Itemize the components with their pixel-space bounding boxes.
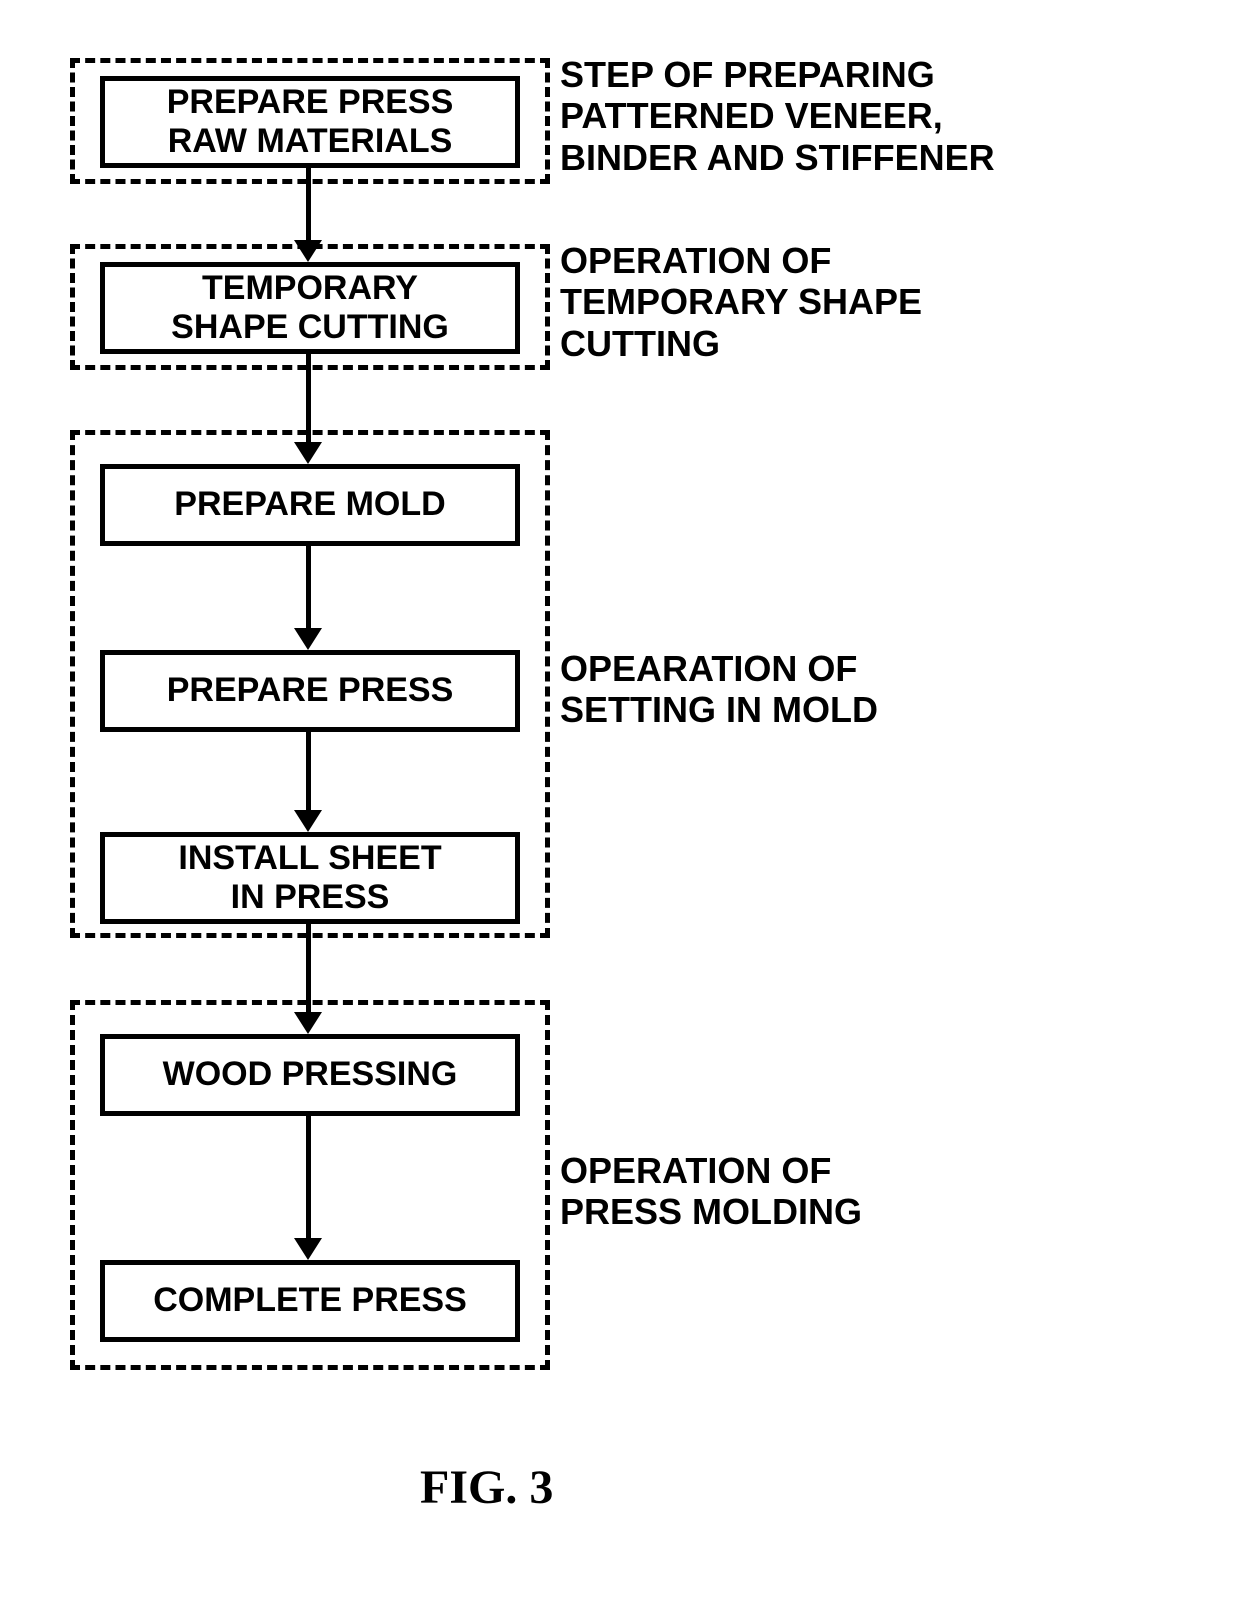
process-step-label: PREPARE MOLD bbox=[174, 485, 445, 524]
process-step-label: PREPARE PRESS bbox=[167, 671, 454, 710]
group-description-label: STEP OF PREPARING PATTERNED VENEER, BIND… bbox=[560, 54, 995, 178]
process-step-label: INSTALL SHEET IN PRESS bbox=[178, 839, 441, 917]
flow-arrow-head bbox=[294, 810, 322, 832]
process-step: INSTALL SHEET IN PRESS bbox=[100, 832, 520, 924]
process-step-label: TEMPORARY SHAPE CUTTING bbox=[171, 269, 449, 347]
process-step-label: COMPLETE PRESS bbox=[153, 1281, 467, 1320]
flow-arrow-line bbox=[306, 924, 311, 1012]
flow-arrow-line bbox=[306, 732, 311, 810]
flow-arrow-head bbox=[294, 1012, 322, 1034]
flow-arrow-line bbox=[306, 546, 311, 628]
process-step: PREPARE MOLD bbox=[100, 464, 520, 546]
process-step: PREPARE PRESS bbox=[100, 650, 520, 732]
flow-arrow-line bbox=[306, 354, 311, 442]
process-step: COMPLETE PRESS bbox=[100, 1260, 520, 1342]
flow-arrow-head bbox=[294, 1238, 322, 1260]
diagram-canvas: PREPARE PRESS RAW MATERIALS TEMPORARY SHA… bbox=[0, 0, 1240, 1598]
flow-arrow-head bbox=[294, 240, 322, 262]
group-description-label: OPEARATION OF SETTING IN MOLD bbox=[560, 648, 878, 731]
process-step: WOOD PRESSING bbox=[100, 1034, 520, 1116]
group-description-label: OPERATION OF PRESS MOLDING bbox=[560, 1150, 862, 1233]
flow-arrow-line bbox=[306, 1116, 311, 1238]
process-step-label: WOOD PRESSING bbox=[163, 1055, 458, 1094]
flow-arrow-line bbox=[306, 168, 311, 240]
figure-caption: FIG. 3 bbox=[420, 1460, 553, 1515]
process-step: TEMPORARY SHAPE CUTTING bbox=[100, 262, 520, 354]
process-step-label: PREPARE PRESS RAW MATERIALS bbox=[167, 83, 454, 161]
group-description-label: OPERATION OF TEMPORARY SHAPE CUTTING bbox=[560, 240, 922, 364]
flow-arrow-head bbox=[294, 442, 322, 464]
process-step: PREPARE PRESS RAW MATERIALS bbox=[100, 76, 520, 168]
flow-arrow-head bbox=[294, 628, 322, 650]
